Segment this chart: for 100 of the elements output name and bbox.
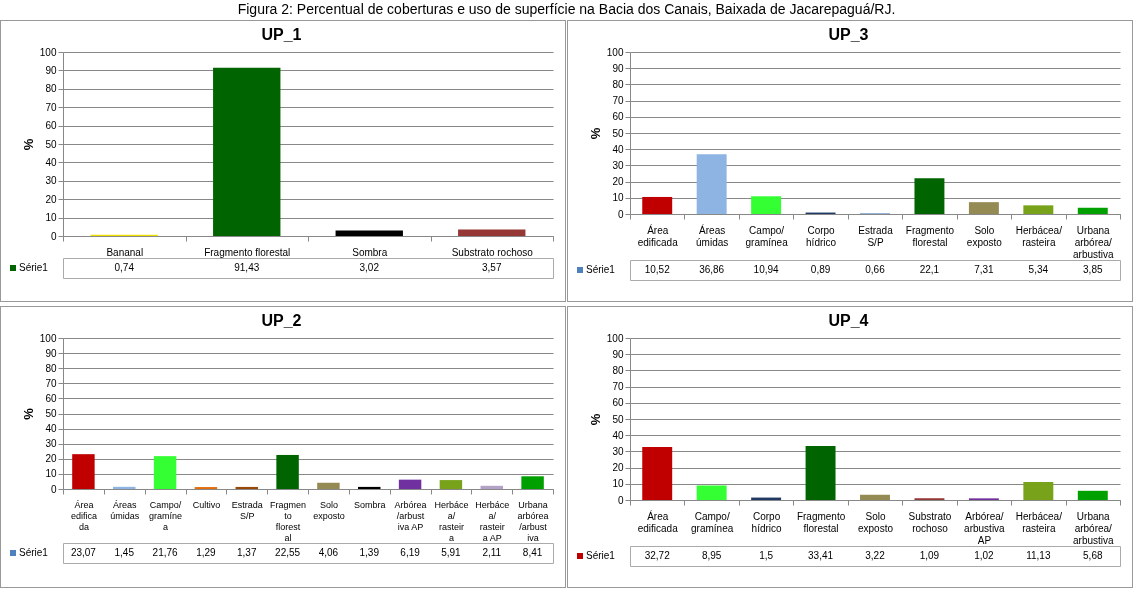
y-tick-label: 90 [45, 64, 57, 76]
bar [276, 454, 299, 489]
x-tick-label: Herbácea/rasteira AP [475, 499, 510, 543]
x-tick-label: Fragmento florestal [270, 499, 307, 543]
data-label: 23,07 [70, 547, 97, 558]
text: Série1 [19, 547, 49, 558]
bar [696, 154, 727, 214]
y-tick-label: 10 [45, 212, 57, 224]
chart-title: UP_3 [828, 26, 869, 43]
x-tick-label: Substrato rochoso [908, 510, 952, 534]
data-label: 1,45 [114, 547, 135, 558]
y-axis-title: % [20, 138, 36, 151]
y-tick-label: 40 [612, 143, 624, 155]
y-tick-label: 30 [45, 175, 57, 187]
y-tick-label: 100 [606, 332, 624, 344]
y-tick-label: 0 [50, 483, 57, 495]
bar [805, 445, 836, 500]
y-tick-label: 70 [612, 381, 624, 393]
y-tick-label: 30 [612, 159, 624, 171]
y-tick-label: 0 [617, 208, 624, 220]
data-label: 21,76 [152, 547, 179, 558]
y-tick-label: 30 [45, 438, 57, 450]
x-tick-label: Urbana arbórea/arbustiva [1072, 510, 1114, 546]
y-tick-label: 20 [612, 462, 624, 474]
y-tick-label: 20 [45, 193, 57, 205]
x-tick-label: Fragmento florestal [204, 246, 291, 258]
data-label: 2,11 [482, 547, 502, 558]
y-tick-label: 70 [612, 95, 624, 107]
y-tick-label: 10 [612, 192, 624, 204]
data-label: 1,39 [359, 547, 380, 558]
bar [480, 485, 503, 489]
bar [696, 485, 727, 500]
x-tick-label: Herbácea/rasteira [434, 499, 469, 543]
y-tick-label: 60 [45, 120, 57, 132]
y-axis-title: % [587, 127, 603, 140]
bar [1023, 205, 1054, 214]
y-tick-label: 40 [612, 429, 624, 441]
y-tick-label: 60 [45, 392, 57, 404]
y-tick-label: 50 [45, 408, 57, 419]
y-tick-label: 100 [606, 46, 624, 58]
data-label: 8,41 [522, 547, 543, 558]
y-axis-title: % [20, 407, 36, 420]
data-label: 22,1 [919, 264, 940, 275]
y-tick-label: 90 [45, 347, 57, 359]
x-tick-label: Área edificada [637, 509, 679, 534]
y-tick-label: 40 [45, 156, 57, 168]
bar [642, 196, 673, 214]
bar [642, 446, 673, 500]
data-label: 1,29 [196, 547, 217, 558]
bar [153, 456, 177, 489]
chart-title: UP_2 [261, 312, 302, 329]
bar [213, 67, 281, 236]
y-tick-label: 80 [612, 78, 624, 90]
bar [317, 482, 340, 489]
y-tick-label: 90 [612, 348, 624, 360]
data-label: 5,91 [441, 547, 462, 558]
x-tick-label: Fragmento florestal [796, 510, 846, 534]
x-tick-label: Corpo hídrico [806, 224, 837, 248]
x-tick-label: Campo/gramínea [149, 499, 183, 532]
text: Série1 [586, 264, 616, 275]
x-tick-label: Estrada S/P [858, 224, 894, 248]
x-tick-label: Solo exposto [966, 224, 1003, 248]
bar [860, 494, 890, 500]
data-label: 36,86 [699, 264, 725, 275]
x-tick-label: Herbácea/rasteira [1015, 510, 1063, 534]
data-label: 10,52 [644, 264, 671, 275]
x-tick-label: Sombra [352, 246, 388, 258]
bar [235, 486, 258, 489]
y-tick-label: 100 [39, 46, 57, 58]
y-tick-label: 30 [612, 445, 624, 457]
data-label: 22,55 [275, 547, 301, 558]
data-label: 3,22 [865, 550, 886, 561]
data-label: 32,72 [644, 550, 671, 561]
data-label: 0,74 [114, 262, 135, 273]
x-tick-label: Sombra [353, 499, 386, 510]
x-tick-label: Substrato rochoso [451, 246, 534, 258]
bar [914, 178, 945, 214]
bar [458, 229, 526, 236]
x-tick-label: Solo exposto [857, 510, 894, 534]
bar [113, 486, 136, 489]
data-label: 5,68 [1083, 550, 1103, 561]
text: Figura 2: Percentual de coberturas e uso de superfície na Bacia dos Canais, Baixada de Jacarepaguá/RJ. [236, 0, 897, 19]
y-tick-label: 70 [45, 377, 57, 389]
y-tick-label: 80 [45, 83, 57, 95]
bar [358, 486, 381, 489]
y-tick-label: 50 [45, 138, 57, 150]
y-tick-label: 60 [612, 111, 624, 123]
bar [521, 476, 544, 489]
y-tick-label: 0 [50, 230, 57, 242]
bar [398, 479, 422, 489]
y-tick-label: 60 [612, 397, 624, 409]
x-tick-label: Campo/gramínea [745, 224, 789, 248]
data-label: 91,43 [234, 262, 260, 273]
y-tick-label: 90 [612, 62, 624, 74]
x-tick-label: Herbácea/rasteira [1015, 224, 1063, 248]
bar [72, 454, 95, 489]
x-tick-label: Bananal [106, 246, 144, 258]
x-tick-label: Corpo hídrico [751, 510, 783, 534]
data-label: 1,37 [237, 547, 257, 558]
y-tick-label: 50 [612, 413, 624, 425]
